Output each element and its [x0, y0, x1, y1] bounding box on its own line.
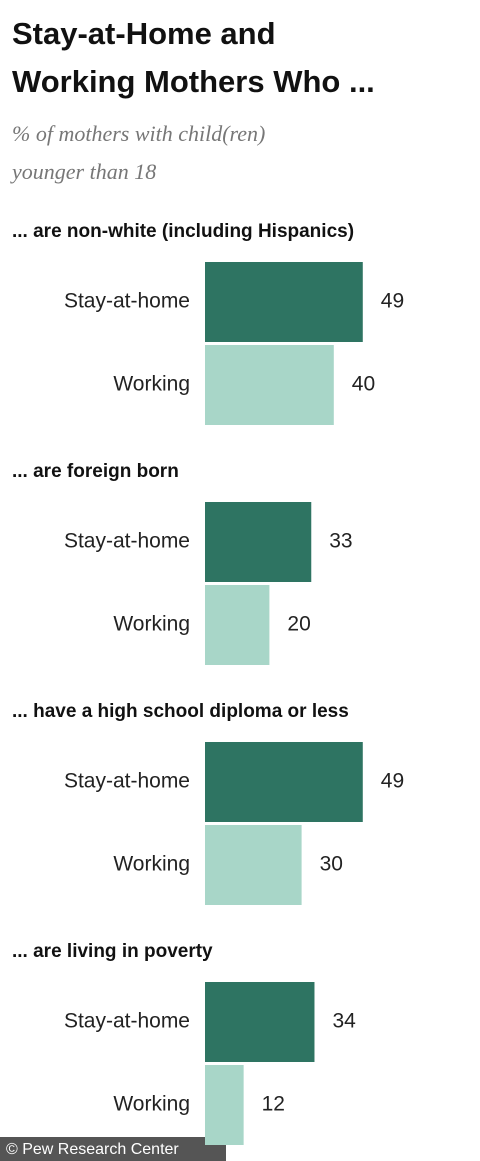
panel-title: ... are non-white (including Hispanics) — [12, 221, 354, 242]
chart-title: Stay-at-Home and — [12, 16, 276, 51]
bar — [205, 825, 302, 905]
bar — [205, 742, 363, 822]
panel-title: ... are foreign born — [12, 461, 179, 482]
bar — [205, 585, 270, 665]
value-label: 20 — [287, 613, 310, 636]
source: © Pew Research Center — [6, 1141, 179, 1158]
chart-title: Working Mothers Who ... — [12, 64, 375, 99]
value-label: 49 — [381, 290, 404, 313]
chart-subtitle: % of mothers with child(ren) — [12, 121, 265, 146]
category-label: Working — [113, 853, 190, 876]
bar — [205, 502, 312, 582]
panel-title: ... have a high school diploma or less — [12, 701, 349, 722]
panel-title: ... are living in poverty — [12, 941, 213, 962]
category-label: Working — [113, 373, 190, 396]
category-label: Stay-at-home — [64, 530, 190, 553]
value-label: 40 — [352, 373, 375, 396]
category-label: Stay-at-home — [64, 770, 190, 793]
bar — [205, 345, 334, 425]
value-label: 49 — [381, 770, 404, 793]
value-label: 33 — [329, 530, 352, 553]
bar — [205, 262, 363, 342]
value-label: 12 — [262, 1093, 285, 1116]
value-label: 34 — [332, 1010, 356, 1033]
category-label: Stay-at-home — [64, 1010, 190, 1033]
bar — [205, 1065, 244, 1145]
category-label: Working — [113, 1093, 190, 1116]
category-label: Stay-at-home — [64, 290, 190, 313]
bar — [205, 982, 315, 1062]
source-box — [0, 1137, 226, 1161]
category-label: Working — [113, 613, 190, 636]
chart-subtitle: younger than 18 — [10, 159, 156, 184]
value-label: 30 — [320, 853, 343, 876]
